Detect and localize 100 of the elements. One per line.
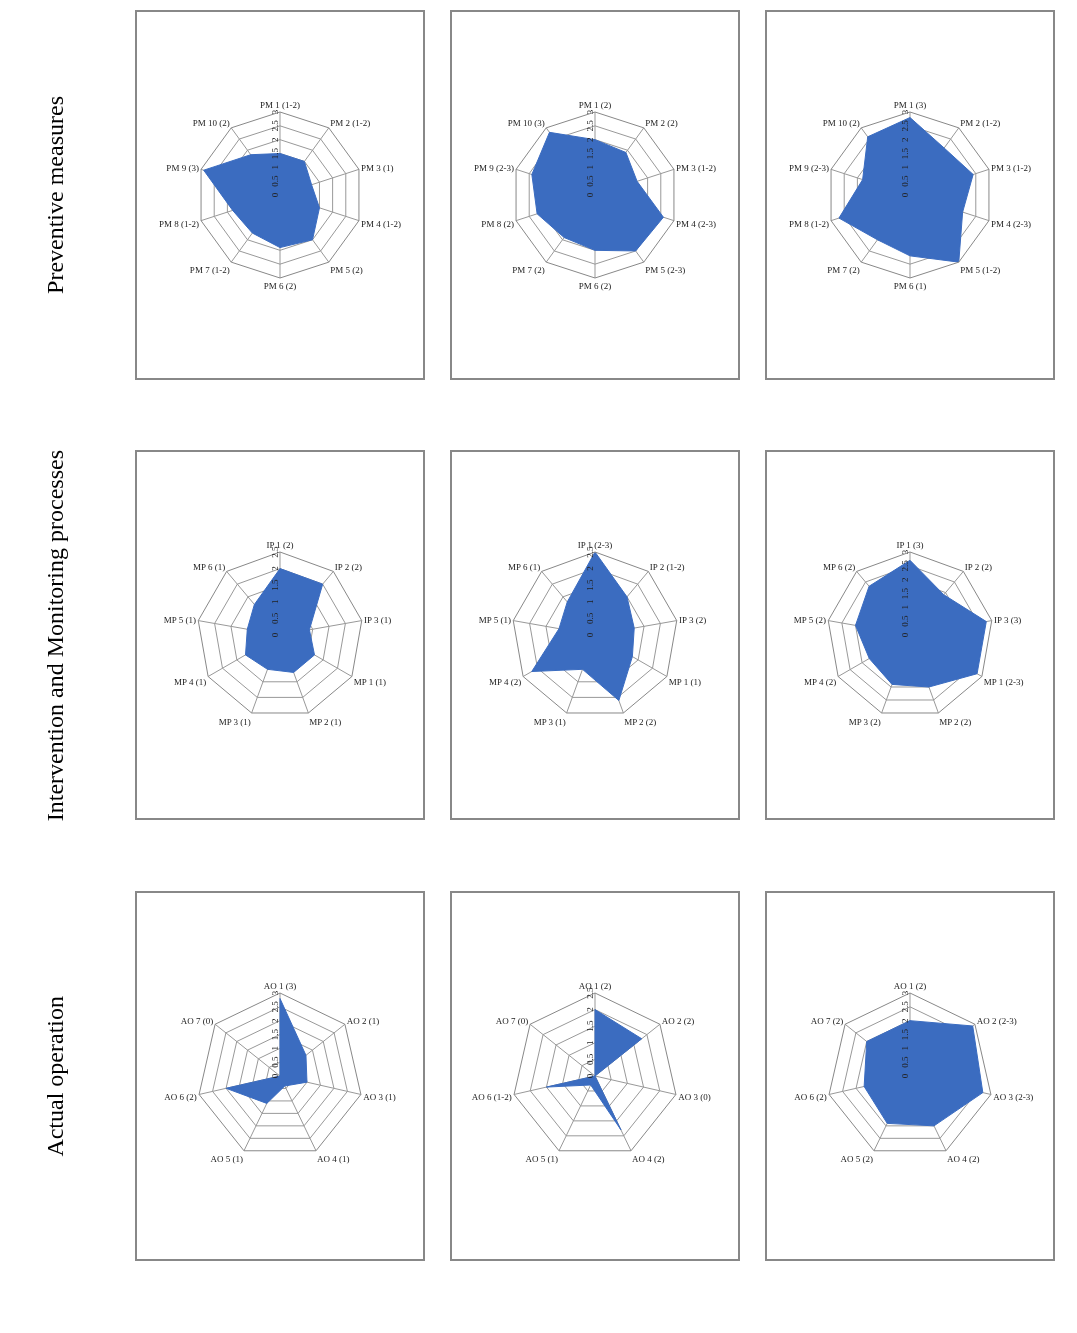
spoke-label: AO 2 (2-3) [976, 1016, 1017, 1027]
spoke-label: PM 4 (1-2) [361, 219, 402, 230]
spoke-label: AO 6 (1-2) [471, 1092, 512, 1103]
y-tick-label: 2 [269, 566, 280, 571]
spoke-label: AO 7 (2) [810, 1016, 844, 1027]
y-tick-label: 2 [584, 137, 595, 142]
spoke-label: PM 8 (2) [481, 219, 514, 230]
y-tick-label: 0 [899, 632, 910, 638]
spoke-label: AO 5 (1) [525, 1154, 558, 1165]
y-tick-label: 2.5 [899, 119, 910, 132]
y-tick-label: 1.5 [899, 587, 910, 600]
spoke-label: PM 8 (1-2) [158, 219, 199, 230]
y-tick-label: 1 [584, 599, 595, 605]
spoke-label: PM 2 (1-2) [330, 118, 371, 129]
spoke-label: IP 3 (2) [679, 614, 707, 625]
y-tick-label: 1.5 [899, 1028, 910, 1041]
y-tick-label: 0 [269, 192, 280, 198]
y-tick-label: 0.5 [899, 615, 910, 627]
y-tick-label: 0 [584, 1073, 595, 1079]
y-tick-label: 1.5 [269, 1028, 280, 1041]
spoke-label: AO 3 (1) [363, 1092, 396, 1103]
y-tick-label: 0.5 [584, 175, 595, 187]
spoke-label: AO 2 (2) [661, 1016, 695, 1027]
spoke-label: PM 9 (3) [166, 163, 199, 174]
spoke-label: MP 6 (1) [508, 562, 541, 573]
y-tick-label: 2.5 [899, 559, 910, 572]
y-tick-label: 1 [899, 1046, 910, 1051]
spoke-label: MP 1 (2-3) [983, 676, 1024, 687]
y-tick-label: 3 [584, 109, 595, 115]
y-tick-label: 2 [269, 137, 280, 142]
y-tick-label: 1.5 [584, 579, 595, 591]
spoke-label: PM 6 (1) [893, 281, 927, 292]
spoke-label: MP 2 (2) [624, 716, 657, 727]
spoke-label: PM 1 (3) [893, 99, 927, 110]
y-tick-label: 1.5 [899, 147, 910, 160]
spoke-label: PM 7 (1-2) [189, 265, 230, 276]
spoke-label: MP 2 (1) [309, 716, 342, 727]
y-tick-label: 3 [269, 990, 280, 996]
spoke-label: MP 6 (1) [193, 562, 226, 573]
spoke-label: AO 1 (2) [893, 981, 927, 992]
spoke-label: PM 6 (2) [578, 281, 612, 292]
y-tick-label: 2.5 [269, 1000, 280, 1013]
spoke-label: IP 3 (3) [994, 614, 1022, 625]
y-tick-label: 0.5 [899, 1056, 910, 1069]
spoke-label: PM 7 (2) [827, 265, 860, 276]
spoke-label: PM 3 (1-2) [676, 163, 717, 174]
spoke-label: MP 2 (2) [939, 716, 972, 727]
y-tick-label: 1 [269, 1046, 280, 1051]
y-tick-label: 0.5 [269, 612, 280, 625]
spoke-label: MP 1 (1) [668, 676, 702, 687]
spoke-label: IP 2 (2) [334, 562, 362, 573]
spoke-label: MP 4 (2) [488, 676, 522, 687]
spoke-label: PM 10 (2) [822, 118, 860, 129]
y-tick-label: 0.5 [269, 175, 280, 187]
y-tick-label: 0 [899, 1073, 910, 1079]
spoke-label: IP 3 (1) [364, 614, 392, 625]
y-tick-label: 0 [584, 632, 595, 638]
spoke-label: AO 7 (0) [495, 1016, 529, 1027]
spoke-label: MP 4 (2) [803, 676, 837, 687]
spoke-label: MP 3 (1) [533, 716, 566, 727]
spoke-label: AO 4 (2) [632, 1154, 665, 1165]
y-tick-label: 3 [269, 109, 280, 115]
y-tick-label: 0 [584, 192, 595, 198]
spoke-label: AO 3 (2-3) [993, 1092, 1034, 1103]
spoke-label: AO 1 (3) [263, 981, 297, 992]
y-tick-label: 2.5 [584, 119, 595, 132]
y-tick-label: 3 [899, 990, 910, 996]
y-tick-label: 1 [269, 165, 280, 170]
spoke-label: AO 5 (1) [210, 1154, 243, 1165]
spoke-label: MP 6 (2) [823, 562, 856, 573]
spoke-label: PM 4 (2-3) [991, 219, 1032, 230]
spoke-label: PM 6 (2) [263, 281, 297, 292]
spoke-label: PM 1 (1-2) [260, 99, 300, 110]
spoke-label: MP 1 (1) [353, 676, 387, 687]
y-tick-label: 2 [584, 1007, 595, 1013]
spoke-label: IP 2 (1-2) [649, 562, 685, 573]
spoke-label: IP 1 (3) [896, 539, 924, 550]
y-tick-label: 2.5 [899, 1000, 910, 1013]
spoke-label: PM 7 (2) [512, 265, 545, 276]
text: Intervention and Monitoring processes [40, 450, 69, 822]
spoke-label: MP 3 (1) [218, 716, 251, 727]
y-tick-label: 0.5 [584, 612, 595, 625]
y-tick-label: 0 [269, 1073, 280, 1079]
spoke-label: AO 5 (2) [840, 1154, 873, 1165]
spoke-label: AO 6 (2) [794, 1092, 827, 1103]
spoke-label: PM 5 (2) [330, 265, 363, 276]
spoke-label: AO 2 (1) [346, 1016, 380, 1027]
spoke-label: IP 2 (2) [964, 562, 992, 573]
y-tick-label: 1.5 [584, 1020, 595, 1033]
y-tick-label: 3 [899, 109, 910, 115]
spoke-label: MP 3 (2) [848, 716, 881, 727]
spoke-label: PM 3 (1) [361, 163, 394, 174]
y-tick-label: 1 [269, 599, 280, 605]
y-tick-label: 2 [584, 566, 595, 571]
spoke-label: AO 3 (0) [678, 1092, 711, 1103]
y-tick-label: 1 [899, 605, 910, 610]
y-tick-label: 2 [899, 137, 910, 142]
y-tick-label: 0.5 [269, 1056, 280, 1069]
spoke-label: PM 9 (2-3) [473, 163, 514, 174]
y-tick-label: 0.5 [584, 1053, 595, 1066]
